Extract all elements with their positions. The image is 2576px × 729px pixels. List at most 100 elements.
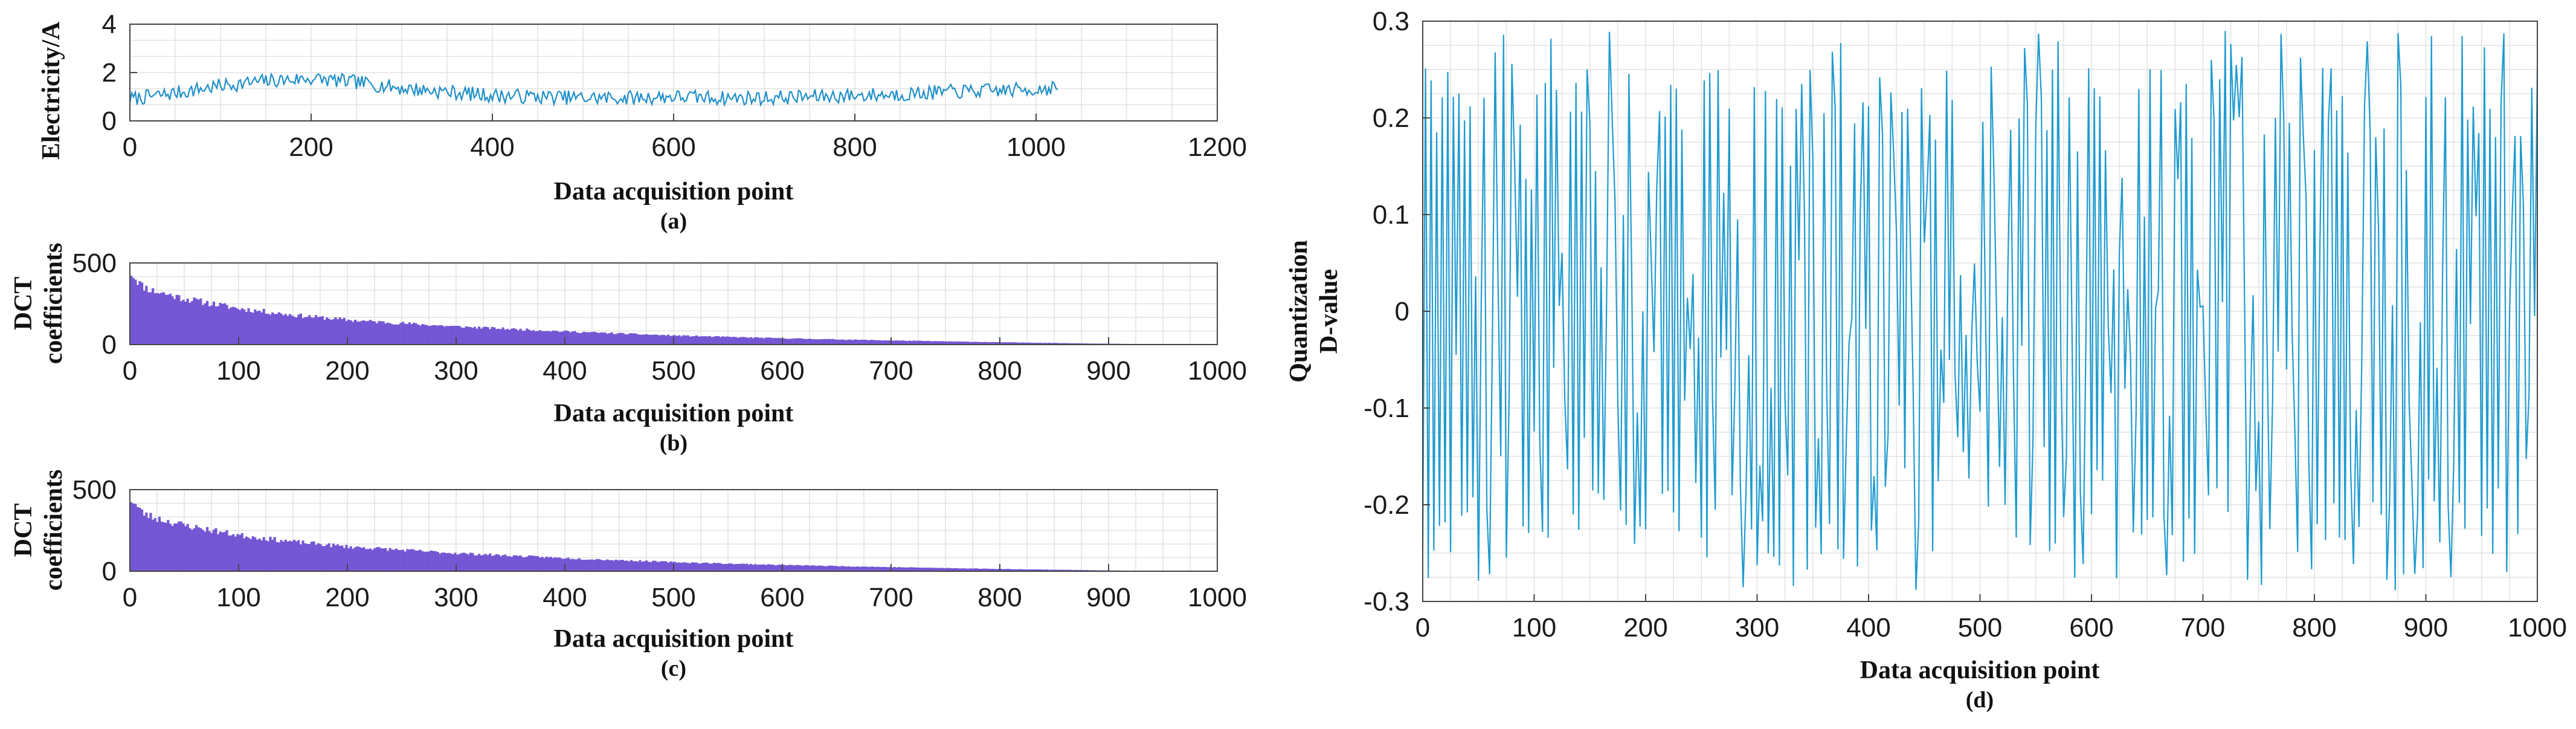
panel-c-bar <box>413 549 416 571</box>
panel-b-bar <box>654 334 657 345</box>
panel-b-bar <box>767 337 770 345</box>
panel-b-bar <box>613 334 616 345</box>
panel-c-bar <box>628 561 631 571</box>
panel-c-bar <box>686 563 689 571</box>
panel-b-bar <box>515 329 518 345</box>
panel-b-bar <box>250 312 253 345</box>
panel-b-bar <box>1060 343 1063 345</box>
panel-b-bar <box>815 339 818 345</box>
panel-b-bar <box>691 336 694 345</box>
panel-c-bar <box>1015 569 1018 571</box>
panel-b-bar <box>293 317 296 345</box>
panel-c-bar <box>221 532 224 571</box>
panel-b-bar <box>902 340 905 345</box>
panel-b-bar <box>741 337 744 345</box>
panel-c-bar <box>251 536 254 571</box>
panel-c-bar <box>239 535 242 571</box>
panel-c-bar <box>863 566 866 571</box>
panel-c-x-tick-label: 700 <box>869 583 913 612</box>
panel-c-bar <box>952 568 955 571</box>
panel-a-y-ticks: 0 2 4 <box>102 10 137 136</box>
panel-b-bar <box>1028 342 1031 345</box>
panel-b-bar <box>893 340 896 345</box>
panel-c-bar <box>1011 569 1014 571</box>
panel-b-bar <box>839 340 842 345</box>
panel-b-bar <box>889 340 892 345</box>
panel-b-bar <box>652 334 655 345</box>
panel-c-bar <box>262 537 265 571</box>
panel-c-bar <box>641 562 644 571</box>
panel-c-x-tick-label: 0 <box>123 583 137 612</box>
panel-b-bar <box>204 303 207 345</box>
panel-c-bar <box>734 564 737 571</box>
panel-b-bar <box>869 340 872 345</box>
panel-c-bar <box>515 555 518 571</box>
panel-b-bar <box>378 320 381 345</box>
panel-c-bar <box>219 531 222 571</box>
panel-b-bar <box>352 322 355 345</box>
panel-b-bar <box>543 331 546 345</box>
panel-c-bar <box>500 556 503 571</box>
panel-b-bar <box>434 325 437 345</box>
panel-b-y-ticks: 0 500 <box>72 248 137 360</box>
panel-c-bar <box>810 565 813 571</box>
panel-c-bar <box>745 563 748 571</box>
panel-b-bar <box>469 327 472 345</box>
panel-c-bar <box>349 546 352 571</box>
panel-b-bar <box>247 308 250 345</box>
panel-c-bar <box>558 557 561 571</box>
panel-c-bar <box>336 544 340 571</box>
panel-b-bar <box>504 329 507 345</box>
panel-c-bar <box>715 563 718 571</box>
panel-b-bar <box>880 340 883 345</box>
panel-b-bar <box>210 305 213 345</box>
panel-c-bar <box>654 560 657 571</box>
panel-c-bar <box>152 519 155 571</box>
panel-b-bar <box>700 336 703 345</box>
panel-b-bar <box>271 312 274 345</box>
panel-b-bar <box>823 339 826 345</box>
panel-c-bar <box>1045 569 1048 571</box>
panel-c-x-tick-label: 400 <box>543 583 587 612</box>
panel-c-bar <box>815 566 818 571</box>
panel-c-bar <box>404 551 407 571</box>
panel-c-x-tick-label: 800 <box>977 583 1022 612</box>
panel-c-bar <box>691 562 694 571</box>
panel-b-bar <box>375 323 378 345</box>
panel-c-bar <box>206 527 209 571</box>
panel-b-bar <box>780 339 783 345</box>
panel-c-bar <box>434 551 437 571</box>
panel-c-bar <box>1048 569 1051 571</box>
panel-c-bar <box>291 541 294 571</box>
panel-c-bar <box>484 554 487 571</box>
panel-c-bar <box>334 545 337 571</box>
panel-b-bar <box>356 321 359 345</box>
panel-b-bar <box>726 336 729 345</box>
panel-b-bar <box>832 339 835 345</box>
panel-b-bar <box>810 339 813 345</box>
panel-b-bar <box>386 322 389 345</box>
panel-b-bar <box>317 317 320 345</box>
panel-c-bar <box>475 555 478 571</box>
panel-b-bar <box>667 334 670 345</box>
panel-b-bar <box>1023 342 1026 345</box>
panel-b-bar <box>967 342 970 345</box>
panel-c-bar <box>353 547 356 571</box>
panel-c-bar <box>188 528 192 571</box>
panel-c-bar <box>732 564 735 571</box>
panel-b-bar <box>480 328 483 345</box>
panel-c-bar <box>625 560 628 571</box>
panel-b-bar <box>852 340 855 345</box>
panel-c-bar <box>338 546 341 571</box>
panel-c-bar <box>190 530 193 571</box>
panel-c-bar <box>971 568 974 571</box>
panel-d-y-tick-label: 0.3 <box>1373 7 1409 36</box>
panel-c-bar <box>153 518 156 571</box>
panel-d-y-tick-label: 0 <box>1395 297 1409 326</box>
panel-c-bar <box>617 560 620 571</box>
panel-b-bar <box>1063 343 1066 345</box>
panel-c-bar <box>667 562 670 571</box>
panel-b-bar <box>1022 342 1025 345</box>
panel-b-bar <box>462 328 465 345</box>
panel-c-bar <box>214 528 217 571</box>
